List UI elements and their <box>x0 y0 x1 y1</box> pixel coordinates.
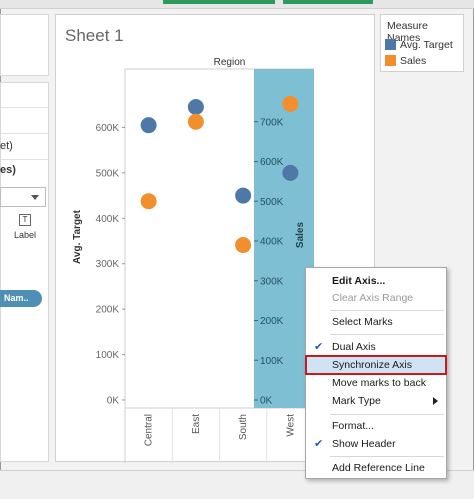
category-label: West <box>285 414 296 437</box>
data-point[interactable] <box>140 117 157 134</box>
left-axis-tick-label: 0K <box>107 396 120 407</box>
data-point[interactable] <box>282 95 299 112</box>
right-axis-title: Sales <box>295 221 306 248</box>
left-axis-title: Avg. Target <box>72 209 83 264</box>
left-axis-tick-label: 500K <box>96 168 120 179</box>
right-axis-tick-label: 200K <box>260 316 284 327</box>
sheet-title: Sheet 1 <box>65 26 124 45</box>
menu-separator <box>330 310 444 311</box>
legend-item-label: Avg. Target <box>400 39 453 51</box>
axis-context-menu: Edit Axis... Clear Axis Range Select Mar… <box>305 267 447 479</box>
category-label: Central <box>144 414 155 446</box>
checkmark-icon: ✔ <box>314 438 324 450</box>
left-axis-tick-label: 200K <box>96 305 120 316</box>
menu-item-edit-axis[interactable]: Edit Axis... <box>332 275 386 287</box>
legend-item-label: Sales <box>400 55 427 67</box>
right-axis-tick-label: 100K <box>260 356 284 367</box>
right-axis-tick-label: 600K <box>260 157 284 168</box>
menu-separator <box>330 456 444 457</box>
menu-item-format[interactable]: Format... <box>332 420 375 432</box>
menu-separator <box>330 414 444 415</box>
left-panel-fragment-et: et) <box>0 140 13 152</box>
label-button-text: Label <box>13 230 37 240</box>
menu-separator <box>330 334 444 335</box>
right-axis-tick-label: 500K <box>260 197 284 208</box>
chevron-down-icon <box>31 195 39 200</box>
left-panel-fragment-es: es) <box>0 164 16 176</box>
data-point[interactable] <box>235 236 252 253</box>
legend-item-sales[interactable]: Sales <box>385 55 426 67</box>
left-axis-tick-label: 300K <box>96 259 120 270</box>
menu-item-clear-axis-range: Clear Axis Range <box>332 292 414 304</box>
data-point[interactable] <box>187 98 204 115</box>
data-point[interactable] <box>187 113 204 130</box>
left-axis-tick-label: 100K <box>96 350 120 361</box>
legend-item-avg-target[interactable]: Avg. Target <box>385 39 453 51</box>
right-axis-tick-label: 700K <box>260 117 284 128</box>
top-shelf-pill-right[interactable] <box>283 0 373 4</box>
right-axis-tick-label: 400K <box>260 237 284 248</box>
category-label: East <box>191 414 202 434</box>
chevron-right-icon <box>433 397 438 405</box>
data-point[interactable] <box>235 187 252 204</box>
left-panel-marks-card <box>0 82 49 462</box>
top-shelf-pill-left[interactable] <box>163 0 275 4</box>
right-axis-tick-label: 300K <box>260 276 284 287</box>
measure-names-pill[interactable]: Nam.. <box>0 290 42 307</box>
left-axis-tick-label: 400K <box>96 214 120 225</box>
left-axis-tick-label: 600K <box>96 123 120 134</box>
legend-panel: Measure Names Avg. Target Sales <box>380 14 464 72</box>
region-column-header: Region <box>214 57 246 68</box>
checkmark-icon: ✔ <box>314 341 324 353</box>
menu-item-dual-axis[interactable]: ✔ Dual Axis <box>306 338 446 356</box>
data-point[interactable] <box>140 193 157 210</box>
menu-item-synchronize-axis[interactable]: Synchronize Axis <box>305 355 447 375</box>
right-axis-tick-label: 0K <box>260 396 273 407</box>
menu-item-add-reference-line[interactable]: Add Reference Line <box>332 462 425 474</box>
legend-swatch <box>385 55 396 66</box>
menu-item-show-header[interactable]: ✔ Show Header <box>306 435 446 453</box>
menu-item-move-marks-to-back[interactable]: Move marks to back <box>332 377 426 389</box>
selected-right-axis-band[interactable] <box>254 69 314 408</box>
top-toolbar-strip <box>0 0 474 9</box>
mark-type-dropdown[interactable] <box>0 187 46 207</box>
label-button[interactable]: T Label <box>8 210 42 248</box>
category-label: South <box>238 414 249 440</box>
text-label-icon: T <box>19 214 31 226</box>
left-panel-card-top <box>0 14 49 76</box>
data-point[interactable] <box>282 164 299 181</box>
menu-item-mark-type[interactable]: Mark Type <box>306 392 446 410</box>
dual-axis-chart: Region 0K 100K 200K 300K 400K 500K 600K Avg. Tar… <box>72 57 314 463</box>
legend-swatch <box>385 39 396 50</box>
menu-item-select-marks[interactable]: Select Marks <box>332 316 393 328</box>
